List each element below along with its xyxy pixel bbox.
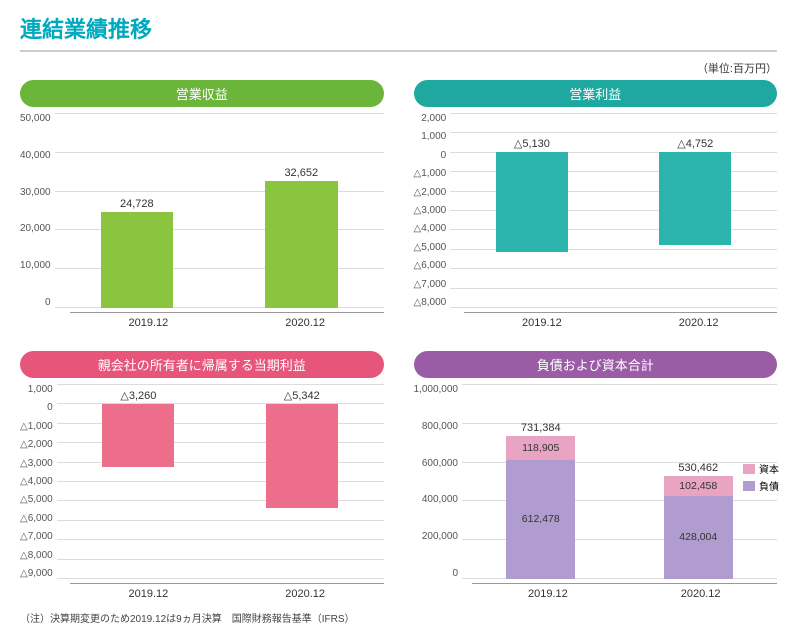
chart-balance: 負債および資本合計 1,000,000 800,000 600,000 400,000 2…	[414, 351, 778, 600]
segment-label: 102,458	[664, 480, 733, 492]
bar-segment: 428,004	[664, 496, 733, 579]
y-axis: 1,000,000 800,000 600,000 400,000 200,000 0	[414, 384, 463, 579]
x-axis: 2019.12 2020.12	[70, 312, 384, 329]
bar-label: △5,342	[284, 389, 320, 402]
bar-label: 24,728	[120, 198, 154, 210]
bar-total-label: 731,384	[521, 422, 561, 434]
chart-title-pill: 営業利益	[414, 80, 778, 107]
chart-grid: 営業収益 50,000 40,000 30,000 20,000 10,000 0 24,72…	[20, 80, 777, 600]
y-tick: △3,000	[20, 458, 53, 469]
y-tick: △7,000	[414, 279, 447, 290]
chart-net-income: 親会社の所有者に帰属する当期利益 1,000 0 △1,000 △2,000 △3,000…	[20, 351, 384, 600]
x-tick: 2019.12	[89, 317, 208, 329]
y-tick: 0	[45, 297, 51, 308]
y-tick: 800,000	[422, 421, 458, 432]
y-axis: 2,000 1,000 0 △1,000 △2,000 △3,000 △4,000 △5,00…	[414, 113, 451, 308]
bar-label: 32,652	[284, 167, 318, 179]
page-title: 連結業績推移	[20, 12, 777, 52]
legend-swatch	[743, 481, 755, 491]
chart-title-pill: 負債および資本合計	[414, 351, 778, 378]
segment-label: 118,905	[506, 442, 575, 454]
y-tick: △2,000	[20, 439, 53, 450]
y-tick: △2,000	[414, 187, 447, 198]
x-tick: 2019.12	[89, 588, 208, 600]
bar-segment: 102,458	[664, 476, 733, 496]
y-tick: 20,000	[20, 223, 51, 234]
bar	[265, 181, 337, 308]
y-tick: △8,000	[20, 550, 53, 561]
y-tick: 400,000	[422, 494, 458, 505]
y-tick: △7,000	[20, 531, 53, 542]
unit-label: （単位:百万円）	[20, 60, 777, 76]
y-tick: △9,000	[20, 568, 53, 579]
y-axis: 50,000 40,000 30,000 20,000 10,000 0	[20, 113, 55, 308]
chart-revenue: 営業収益 50,000 40,000 30,000 20,000 10,000 0 24,72…	[20, 80, 384, 329]
footnote: （注）決算期変更のため2019.12は9ヵ月決算 国際財務報告基準（IFRS）	[20, 610, 777, 625]
legend: 資本負債	[743, 461, 779, 495]
y-tick: 40,000	[20, 150, 51, 161]
y-tick: 30,000	[20, 187, 51, 198]
y-tick: △8,000	[414, 297, 447, 308]
y-tick: 0	[441, 150, 447, 161]
y-tick: △3,000	[414, 205, 447, 216]
y-tick: 0	[452, 568, 458, 579]
bar-total-label: 530,462	[678, 462, 718, 474]
y-tick: △4,000	[20, 476, 53, 487]
y-tick: 1,000	[28, 384, 53, 395]
x-axis: 2019.12 2020.12	[472, 583, 778, 600]
y-tick: 10,000	[20, 260, 51, 271]
y-tick: 1,000	[421, 131, 446, 142]
bar-label: △5,130	[514, 137, 550, 150]
x-tick: 2020.12	[643, 588, 759, 600]
x-tick: 2019.12	[482, 317, 601, 329]
x-axis: 2019.12 2020.12	[70, 583, 384, 600]
x-axis: 2019.12 2020.12	[464, 312, 778, 329]
y-tick: △6,000	[20, 513, 53, 524]
y-tick: 50,000	[20, 113, 51, 124]
bar	[266, 404, 338, 508]
bar-label: △3,260	[120, 389, 156, 402]
x-tick: 2020.12	[246, 317, 365, 329]
bar	[659, 152, 731, 245]
bar	[102, 404, 174, 468]
bar-segment: 612,478	[506, 460, 575, 579]
y-tick: △4,000	[414, 223, 447, 234]
segment-label: 428,004	[664, 531, 733, 543]
y-tick: △1,000	[414, 168, 447, 179]
y-tick: 0	[47, 402, 53, 413]
chart-title-pill: 営業収益	[20, 80, 384, 107]
bar	[101, 212, 173, 308]
y-tick: △1,000	[20, 421, 53, 432]
bar	[496, 152, 568, 252]
chart-title-pill: 親会社の所有者に帰属する当期利益	[20, 351, 384, 378]
y-axis: 1,000 0 △1,000 △2,000 △3,000 △4,000 △5,000 △6,0…	[20, 384, 57, 579]
y-tick: 2,000	[421, 113, 446, 124]
chart-op-profit: 営業利益 2,000 1,000 0 △1,000 △2,000 △3,000 △4,000 △…	[414, 80, 778, 329]
legend-label: 負債	[759, 478, 779, 493]
legend-label: 資本	[759, 461, 779, 476]
y-tick: 600,000	[422, 458, 458, 469]
x-tick: 2020.12	[639, 317, 758, 329]
x-tick: 2019.12	[490, 588, 606, 600]
y-tick: 200,000	[422, 531, 458, 542]
y-tick: △6,000	[414, 260, 447, 271]
bar-segment: 118,905	[506, 436, 575, 459]
y-tick: △5,000	[20, 494, 53, 505]
legend-swatch	[743, 464, 755, 474]
bar-label: △4,752	[677, 137, 713, 150]
segment-label: 612,478	[506, 513, 575, 525]
y-tick: △5,000	[414, 242, 447, 253]
x-tick: 2020.12	[246, 588, 365, 600]
y-tick: 1,000,000	[414, 384, 459, 395]
